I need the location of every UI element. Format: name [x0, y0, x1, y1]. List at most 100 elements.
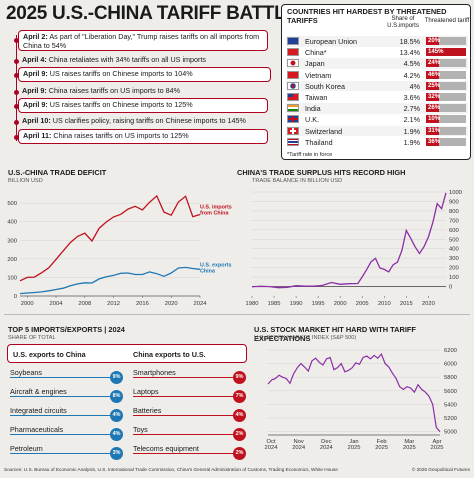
- series-line: [251, 192, 447, 289]
- tariff-bar-track: 26%: [426, 104, 466, 113]
- series-label-line: U.S. exports to: [200, 262, 232, 268]
- deficit-chart-title: U.S.-CHINA TRADE DEFICIT: [8, 168, 107, 177]
- us-export-share: 4%: [110, 428, 123, 441]
- china-export-underline: [133, 396, 236, 397]
- timeline-line: [16, 35, 17, 141]
- country-row: Switzerland 1.9% 31%: [286, 125, 468, 137]
- x-tick-label: 1990: [290, 301, 303, 307]
- surplus-chart-title: CHINA'S TRADE SURPLUS HITS RECORD HIGH: [237, 168, 406, 177]
- y-tick-label: 1000: [449, 190, 462, 196]
- tariff-label: 24%: [428, 59, 441, 67]
- x-tick-label: 2024: [194, 301, 208, 307]
- china-export-share: 9%: [233, 371, 246, 384]
- us-export-item: Soybeans: [10, 368, 42, 377]
- china-export-item: Toys: [133, 425, 148, 434]
- timeline-dot: [14, 38, 19, 43]
- x-tick-label: 2020: [165, 301, 178, 307]
- us-export-share: 9%: [110, 371, 123, 384]
- x-tick-label: 1985: [268, 301, 281, 307]
- country-row: Taiwan 3.6% 32%: [286, 92, 468, 103]
- country-name: Thailand: [305, 137, 333, 147]
- x-tick-label: Jan 2025: [348, 439, 361, 451]
- timeline-event: April 2: As part of "Liberation Day," Tr…: [18, 30, 268, 51]
- tariff-bar: 10%: [426, 115, 440, 124]
- y-tick-label: 0: [449, 285, 452, 291]
- taiwan-flag-icon: [287, 93, 299, 101]
- country-name: Taiwan: [305, 93, 328, 102]
- copyright: © 2025 Geopolitical Futures: [411, 467, 470, 472]
- event-text: US clarifies policy, raising tariffs on …: [52, 116, 246, 125]
- us-export-share: 8%: [110, 390, 123, 403]
- china-export-underline: [133, 415, 236, 416]
- series-label-line: from China: [200, 211, 229, 217]
- china-export-item: Laptops: [133, 387, 159, 396]
- country-name: South Korea: [305, 81, 345, 91]
- timeline-dot: [14, 90, 19, 95]
- vietnam-flag-icon: [287, 70, 299, 79]
- china-export-underline: [133, 377, 236, 378]
- china-export-item: Batteries: [133, 406, 162, 415]
- tariff-bar-track: 145%: [426, 48, 466, 57]
- y-tick-label: 300: [7, 238, 17, 244]
- imports-exports-header: U.S. exports to China China exports to U…: [7, 344, 247, 363]
- country-row: India 2.7% 26%: [286, 103, 468, 114]
- country-row: China* 13.4% 145%: [286, 47, 468, 58]
- tariff-bar: 31%: [426, 126, 441, 135]
- tariff-bar: 26%: [426, 104, 440, 113]
- timeline-event: April 4: China retaliates with 34% tarif…: [18, 54, 210, 67]
- tariff-label: 32%: [428, 93, 441, 100]
- x-tick-label-line: 2025: [431, 445, 444, 451]
- event-date: April 4:: [22, 55, 47, 64]
- x-tick-label-line: 2024: [265, 445, 279, 451]
- timeline-event: April 11: China raises tariffs on US imp…: [18, 129, 268, 144]
- y-tick-label: 500: [449, 237, 459, 243]
- tariff-label: 20%: [428, 37, 441, 44]
- import-share: 4.5%: [403, 59, 420, 69]
- timeline-event: April 10: US clarifies policy, raising t…: [18, 115, 250, 128]
- y-tick-label: 800: [449, 209, 459, 215]
- tariff-label: 46%: [428, 70, 441, 78]
- y-tick-label: 6000: [444, 362, 457, 368]
- timeline-event: April 9: China raises tariffs on US impo…: [18, 85, 184, 98]
- x-tick-label: 1980: [246, 301, 259, 307]
- series-line: [267, 352, 441, 433]
- event-text: China raises tariffs on US imports to 12…: [53, 131, 189, 140]
- stock-chart-title: U.S. STOCK MARKET HIT HARD WITH TARIFF E…: [254, 325, 416, 343]
- country-row: European Union 18.5% 20%: [286, 36, 468, 47]
- us-export-underline: [10, 453, 112, 454]
- y-tick-label: 900: [449, 199, 459, 205]
- countries-table-title: COUNTRIES HIT HARDEST BY THREATENED TARI…: [287, 7, 447, 25]
- x-tick-label: Nov 2024: [292, 439, 306, 451]
- x-tick-label-line: 2024: [292, 445, 306, 451]
- x-tick-label: Oct 2024: [265, 439, 279, 451]
- us-export-item: Aircraft & engines: [10, 387, 67, 396]
- y-tick-label: 5800: [444, 375, 457, 381]
- tariff-bar: 36%: [426, 137, 441, 146]
- stock-chart-subtitle: U.S. STOCK MARKET INDEX (S&P 500): [254, 335, 357, 341]
- country-name: Japan: [305, 59, 325, 69]
- y-tick-label: 5600: [444, 389, 457, 395]
- tariff-label: 36%: [428, 137, 441, 145]
- x-tick-label: Dec 2024: [320, 439, 334, 451]
- x-tick-label-line: Mar: [404, 439, 414, 445]
- import-share: 2.7%: [403, 104, 420, 114]
- country-row: Thailand 1.9% 36%: [286, 137, 468, 148]
- event-date: April 9:: [23, 100, 48, 109]
- us-export-share: 4%: [110, 409, 123, 422]
- tariff-label: 31%: [428, 126, 441, 134]
- x-tick-label: 2004: [50, 301, 64, 307]
- event-text: US raises tariffs on Chinese imports to …: [49, 100, 193, 109]
- event-date: April 11:: [23, 131, 52, 140]
- y-tick-label: 6200: [444, 348, 457, 354]
- x-tick-label: 2005: [356, 301, 369, 307]
- x-tick-label-line: Jan: [349, 439, 358, 445]
- timeline-event: April 9: US raises tariffs on Chinese im…: [18, 98, 268, 113]
- y-tick-label: 400: [449, 247, 459, 253]
- event-date: April 10:: [22, 116, 51, 125]
- timeline-event: April 9: US raises tariffs on Chinese im…: [18, 67, 271, 82]
- y-tick-label: 200: [449, 266, 459, 272]
- x-tick-label: 2016: [136, 301, 149, 307]
- tariff-bar: 25%: [426, 81, 440, 90]
- import-share: 1.9%: [403, 137, 420, 147]
- deficit-chart-subtitle: BILLION USD: [8, 178, 43, 184]
